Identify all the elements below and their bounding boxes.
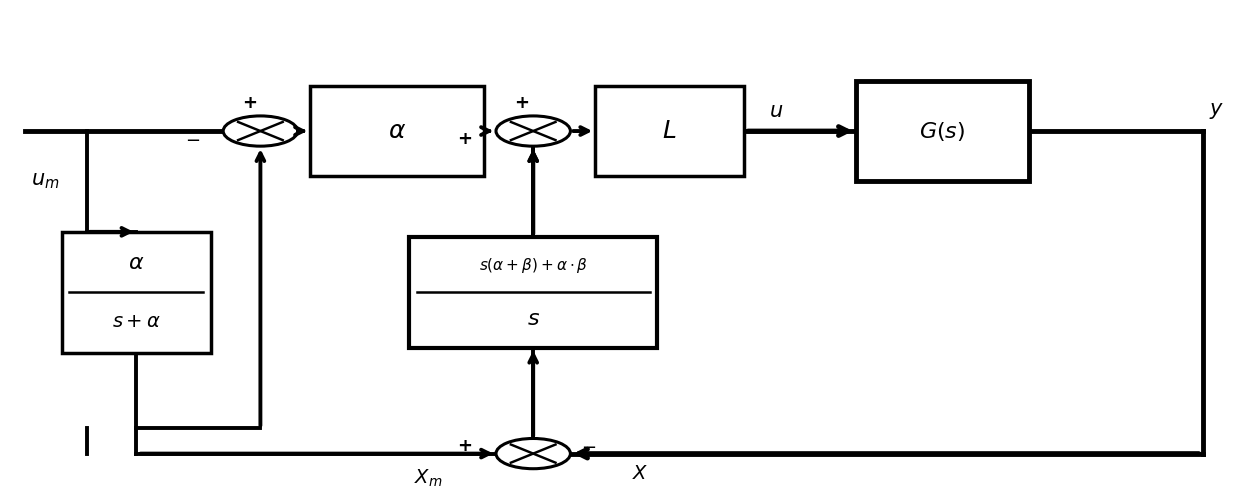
Text: $\alpha$: $\alpha$ — [388, 119, 405, 143]
Text: $G(s)$: $G(s)$ — [919, 119, 966, 143]
Circle shape — [496, 438, 570, 469]
Text: +: + — [458, 130, 472, 148]
Text: $y$: $y$ — [1209, 101, 1224, 121]
Bar — [62, 232, 211, 353]
Bar — [310, 86, 484, 176]
Circle shape — [223, 116, 298, 146]
Text: $u$: $u$ — [769, 101, 784, 121]
Text: $\alpha$: $\alpha$ — [128, 254, 145, 273]
Text: $X$: $X$ — [632, 464, 649, 483]
Text: $L$: $L$ — [662, 119, 677, 143]
Text: +: + — [242, 94, 257, 112]
Bar — [595, 86, 744, 176]
Text: +: + — [458, 437, 472, 455]
Bar — [856, 81, 1029, 181]
Text: $u_m$: $u_m$ — [31, 171, 60, 192]
Text: +: + — [515, 94, 529, 112]
Text: $X_m$: $X_m$ — [413, 468, 443, 489]
Text: $s(\alpha+\beta)+\alpha\cdot\beta$: $s(\alpha+\beta)+\alpha\cdot\beta$ — [479, 256, 588, 275]
Text: $s+\alpha$: $s+\alpha$ — [112, 312, 161, 331]
Text: $-$: $-$ — [582, 437, 596, 455]
Circle shape — [496, 116, 570, 146]
Bar — [409, 237, 657, 348]
Text: $s$: $s$ — [527, 309, 539, 329]
Text: $-$: $-$ — [185, 130, 200, 148]
